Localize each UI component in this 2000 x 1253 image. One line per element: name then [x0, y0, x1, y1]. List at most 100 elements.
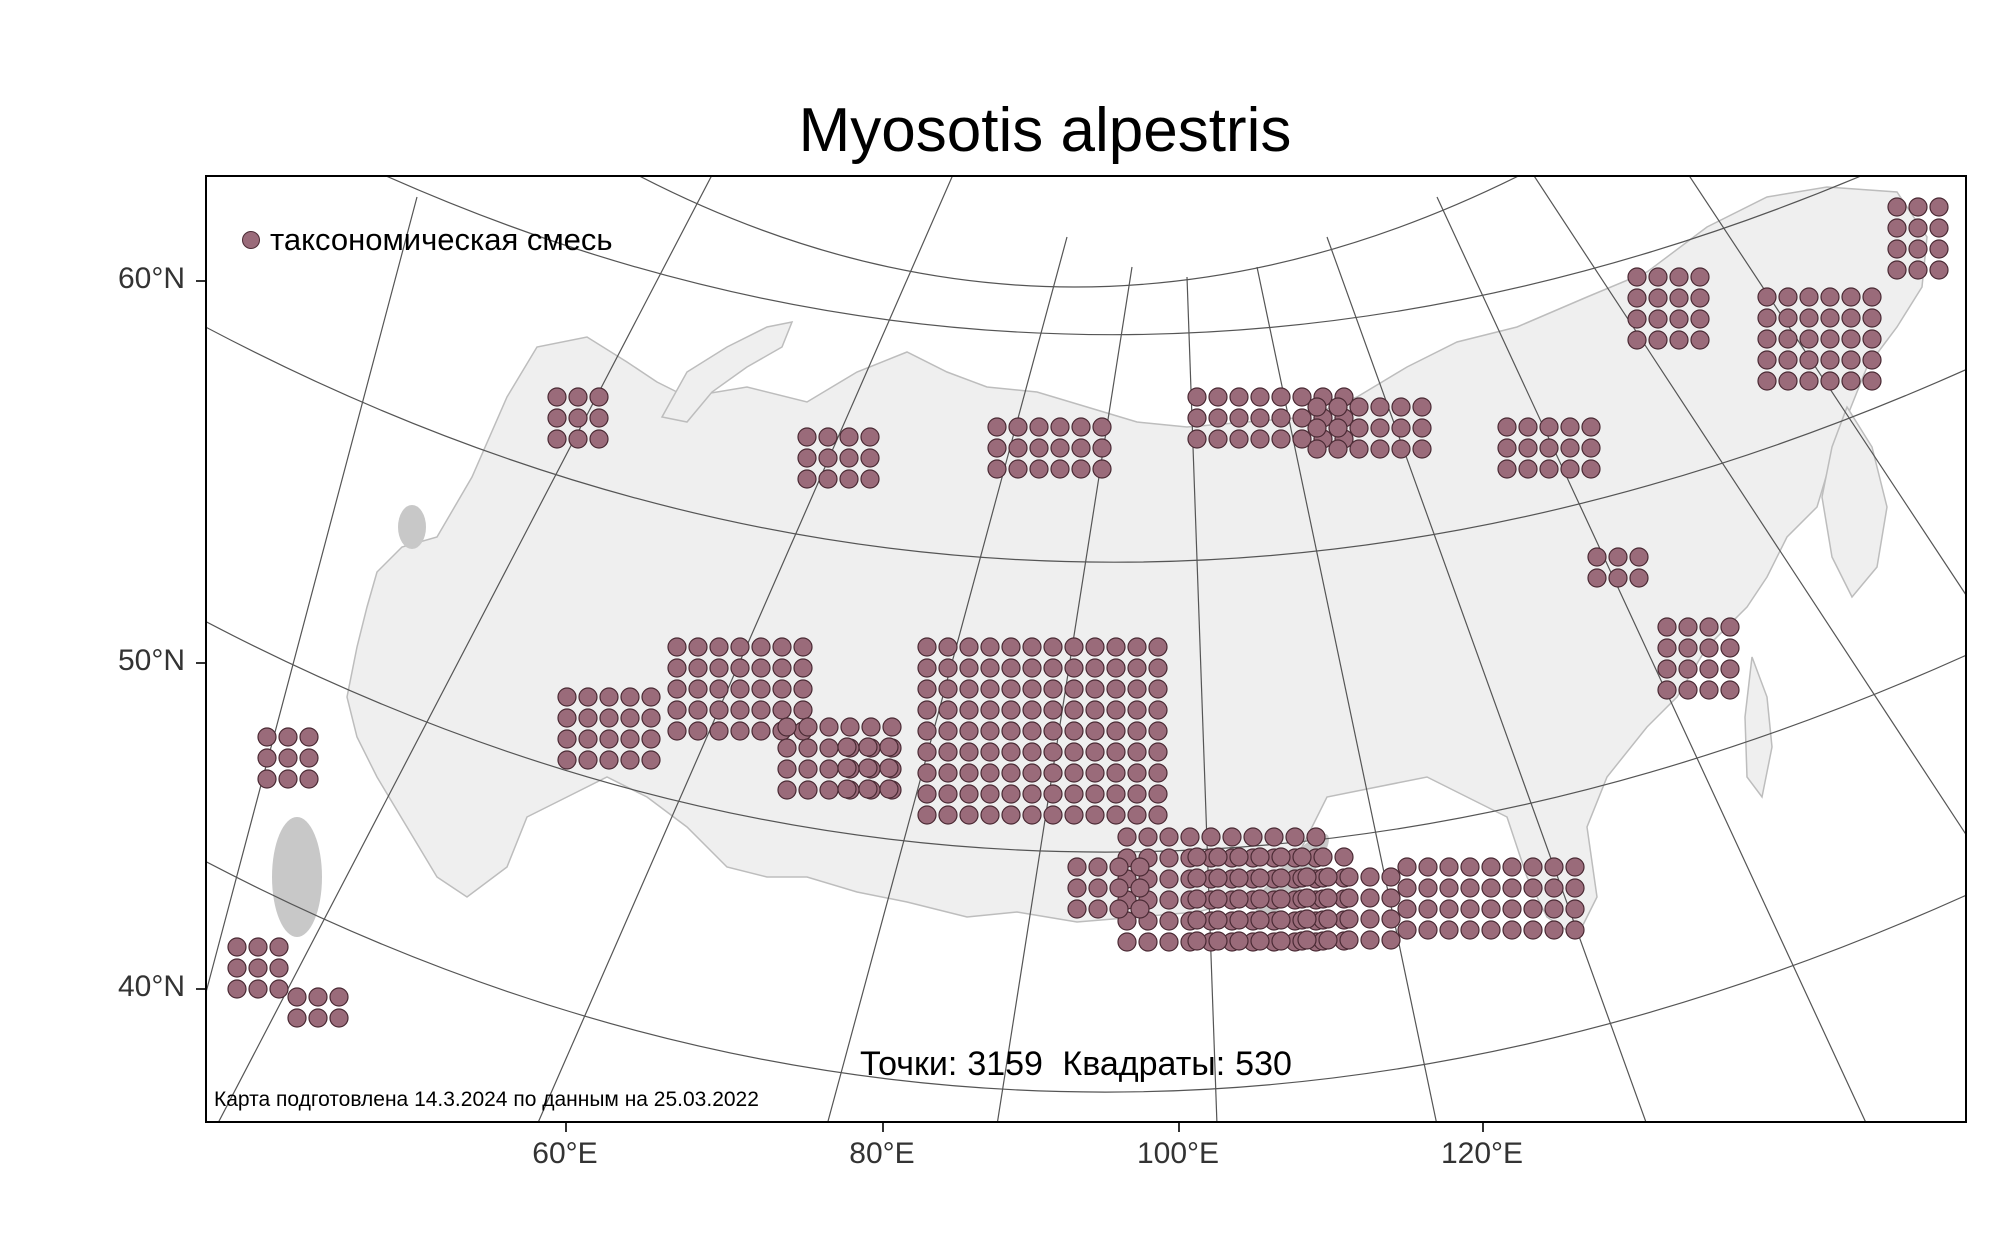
occurrence-dot	[248, 958, 268, 978]
occurrence-dot	[797, 448, 817, 468]
occurrence-dot	[798, 717, 818, 737]
occurrence-dot	[839, 448, 859, 468]
occurrence-dot	[1127, 763, 1147, 783]
occurrence-dot	[1148, 637, 1168, 657]
occurrence-dot	[751, 637, 771, 657]
occurrence-dot	[1757, 350, 1777, 370]
occurrence-dot	[1820, 350, 1840, 370]
occurrence-dot	[688, 679, 708, 699]
occurrence-dot	[667, 679, 687, 699]
occurrence-dot	[278, 727, 298, 747]
occurrence-dot	[1539, 459, 1559, 479]
occurrence-dot	[837, 758, 857, 778]
occurrence-dot	[1820, 308, 1840, 328]
occurrence-dot	[1412, 439, 1432, 459]
occurrence-dot	[557, 750, 577, 770]
occurrence-dot	[938, 679, 958, 699]
occurrence-dot	[1085, 763, 1105, 783]
occurrence-dot	[1887, 218, 1907, 238]
occurrence-dot	[257, 748, 277, 768]
occurrence-dot	[578, 687, 598, 707]
occurrence-dot	[1264, 827, 1284, 847]
occurrence-dot	[1699, 659, 1719, 679]
occurrence-dot	[248, 937, 268, 957]
occurrence-dot	[1187, 408, 1207, 428]
points-label: Точки:	[860, 1045, 958, 1083]
occurrence-dot	[1008, 417, 1028, 437]
occurrence-dot	[1297, 909, 1317, 929]
occurrence-dot	[879, 758, 899, 778]
occurrence-dot	[1250, 408, 1270, 428]
occurrence-dot	[1523, 920, 1543, 940]
occurrence-dot	[1271, 429, 1291, 449]
map-frame	[205, 175, 1967, 1123]
meridian-120e	[1436, 196, 1866, 1121]
legend-marker	[242, 231, 260, 249]
occurrence-dot	[793, 700, 813, 720]
occurrence-dot	[917, 700, 937, 720]
occurrence-dot	[1130, 899, 1150, 919]
occurrence-dot	[772, 637, 792, 657]
occurrence-dot	[1418, 920, 1438, 940]
occurrence-dot	[1862, 329, 1882, 349]
occurrence-dot	[987, 438, 1007, 458]
occurrence-dot	[1699, 617, 1719, 637]
occurrence-dot	[1757, 329, 1777, 349]
occurrence-dot	[1391, 439, 1411, 459]
occurrence-dot	[1460, 899, 1480, 919]
occurrence-dot	[1001, 805, 1021, 825]
graticule	[207, 177, 1965, 1121]
occurrence-dot	[1544, 899, 1564, 919]
occurrence-dot	[1391, 418, 1411, 438]
occurrence-dot	[1106, 784, 1126, 804]
occurrence-dot	[1678, 638, 1698, 658]
occurrence-dot	[1271, 868, 1291, 888]
occurrence-dot	[709, 700, 729, 720]
occurrence-dot	[620, 708, 640, 728]
occurrence-dot	[1523, 899, 1543, 919]
occurrence-dot	[709, 637, 729, 657]
occurrence-dot	[1106, 721, 1126, 741]
legend: таксономическая смесь	[242, 222, 613, 258]
occurrence-dot	[1092, 417, 1112, 437]
occurrence-dot	[1887, 260, 1907, 280]
occurrence-dot	[1127, 805, 1147, 825]
occurrence-dot	[1699, 680, 1719, 700]
occurrence-dot	[1360, 909, 1380, 929]
occurrence-dot	[1370, 418, 1390, 438]
occurrence-dot	[959, 805, 979, 825]
occurrence-dot	[1581, 438, 1601, 458]
occurrence-dot	[1720, 659, 1740, 679]
occurrence-dot	[1043, 637, 1063, 657]
occurrence-dot	[860, 448, 880, 468]
occurrence-dot	[688, 637, 708, 657]
occurrence-dot	[1539, 417, 1559, 437]
occurrence-dot	[1391, 397, 1411, 417]
occurrence-dot	[1106, 742, 1126, 762]
occurrence-dot	[1690, 267, 1710, 287]
occurrence-dot	[1001, 700, 1021, 720]
occurrence-dot	[578, 729, 598, 749]
occurrence-dot	[227, 979, 247, 999]
occurrence-dot	[1085, 679, 1105, 699]
lat-tick	[196, 280, 205, 282]
lat-tick	[196, 988, 205, 990]
occurrence-dot	[1029, 459, 1049, 479]
occurrence-dot	[1106, 805, 1126, 825]
occurrence-dot	[1067, 857, 1087, 877]
occurrence-dot	[1250, 889, 1270, 909]
occurrence-dot	[1412, 418, 1432, 438]
occurrence-dot	[1887, 239, 1907, 259]
occurrence-dot	[1148, 742, 1168, 762]
occurrence-dot	[1929, 260, 1949, 280]
occurrence-dot	[248, 979, 268, 999]
occurrence-dot	[1001, 721, 1021, 741]
occurrence-dot	[1690, 330, 1710, 350]
occurrence-dot	[1222, 827, 1242, 847]
occurrence-dot	[772, 658, 792, 678]
occurrence-dot	[1088, 878, 1108, 898]
occurrence-dot	[1627, 267, 1647, 287]
occurrence-dot	[818, 469, 838, 489]
occurrence-dot	[1313, 847, 1333, 867]
occurrence-dot	[1187, 889, 1207, 909]
